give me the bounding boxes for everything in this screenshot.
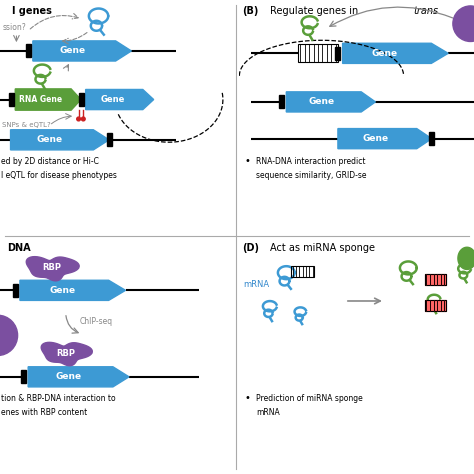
Bar [26, 45, 31, 57]
Polygon shape [33, 41, 131, 61]
Polygon shape [338, 128, 432, 149]
Polygon shape [286, 92, 375, 112]
Text: Gene: Gene [309, 98, 335, 106]
Polygon shape [15, 89, 81, 110]
Text: RBP: RBP [42, 264, 61, 272]
Text: Gene: Gene [59, 46, 85, 55]
Bar [107, 133, 112, 146]
Text: trans: trans [413, 6, 438, 16]
Text: Gene: Gene [100, 95, 125, 104]
Bar [298, 45, 338, 62]
Bar [79, 93, 84, 106]
Text: enes with RBP content: enes with RBP content [1, 408, 87, 417]
Bar [279, 95, 284, 109]
Bar [425, 274, 446, 285]
Circle shape [453, 6, 474, 42]
Circle shape [77, 117, 81, 121]
Text: mRNA: mRNA [243, 280, 269, 289]
Text: SNPs & eQTL?: SNPs & eQTL? [2, 122, 51, 128]
Text: •: • [244, 392, 250, 402]
Text: DNA: DNA [7, 243, 31, 253]
Text: Regulate genes in: Regulate genes in [270, 6, 361, 16]
Text: (B): (B) [242, 6, 258, 16]
Text: Gene: Gene [49, 286, 75, 295]
Text: Gene: Gene [372, 49, 398, 58]
Polygon shape [343, 43, 448, 64]
Bar [9, 93, 14, 106]
Text: Prediction of miRNA sponge: Prediction of miRNA sponge [256, 393, 363, 402]
Bar [425, 274, 446, 285]
Polygon shape [10, 130, 109, 150]
Text: sequence similarity, GRID-se: sequence similarity, GRID-se [256, 171, 366, 180]
Text: tion & RBP-DNA interaction to: tion & RBP-DNA interaction to [1, 393, 116, 402]
Text: Gene: Gene [37, 136, 63, 144]
Text: RBP: RBP [56, 349, 75, 357]
Bar [429, 132, 434, 145]
Text: l eQTL for disease phenotypes: l eQTL for disease phenotypes [1, 171, 117, 180]
Bar [425, 301, 446, 311]
Polygon shape [26, 256, 79, 281]
Text: ChIP-seq: ChIP-seq [80, 317, 113, 326]
Text: (D): (D) [242, 243, 259, 253]
Circle shape [82, 117, 85, 121]
Text: l genes: l genes [12, 6, 52, 16]
Bar [13, 284, 18, 297]
Bar [21, 370, 26, 383]
Polygon shape [20, 280, 126, 301]
Polygon shape [458, 247, 474, 269]
Text: mRNA: mRNA [256, 408, 280, 417]
Text: RNA Gene: RNA Gene [18, 95, 62, 104]
Text: ssion?: ssion? [2, 23, 26, 32]
Bar [335, 47, 340, 60]
Text: Gene: Gene [363, 134, 389, 143]
Polygon shape [41, 342, 92, 366]
Text: Act as miRNA sponge: Act as miRNA sponge [270, 243, 375, 253]
Bar [425, 301, 446, 311]
Text: •: • [244, 155, 250, 165]
Text: RNA-DNA interaction predict: RNA-DNA interaction predict [256, 156, 365, 165]
Circle shape [0, 315, 18, 356]
Text: Gene: Gene [55, 373, 82, 381]
Text: ed by 2D distance or Hi-C: ed by 2D distance or Hi-C [1, 156, 99, 165]
Polygon shape [28, 367, 129, 387]
Bar [291, 266, 314, 277]
Polygon shape [86, 90, 154, 109]
